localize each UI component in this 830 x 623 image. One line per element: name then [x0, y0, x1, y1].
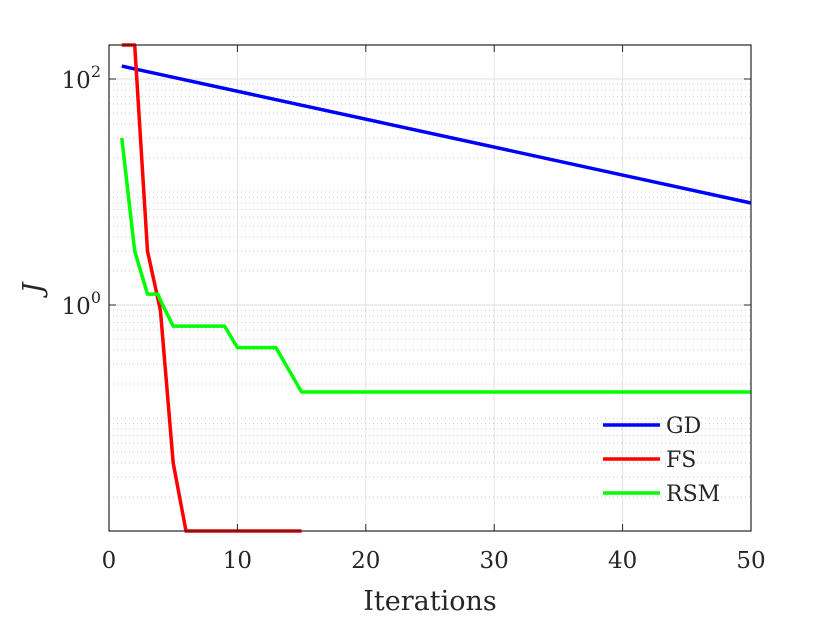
- grid-lines: [109, 45, 751, 531]
- plot-frame: [108, 44, 752, 532]
- series-line-gd: [121, 64, 752, 205]
- x-tick-label: 50: [736, 548, 765, 574]
- x-tick-label: 30: [480, 548, 509, 574]
- legend-label-gd: GD: [666, 414, 701, 439]
- plot-area: [109, 45, 751, 531]
- legend: GD FS RSM: [603, 414, 720, 507]
- x-tick-label: 40: [608, 548, 637, 574]
- y-tick-label: 102: [62, 62, 101, 94]
- x-axis-label: Iterations: [363, 586, 496, 617]
- x-tick-label: 20: [351, 548, 380, 574]
- y-axis-label: J: [18, 280, 49, 298]
- legend-label-fs: FS: [666, 448, 696, 473]
- series-line-rsm: [120, 137, 751, 394]
- legend-label-rsm: RSM: [666, 482, 720, 507]
- y-tick-label: 100: [62, 288, 101, 320]
- x-tick-label: 10: [223, 548, 252, 574]
- x-tick-label: 0: [102, 548, 117, 574]
- axis-ticks: 0 10 20 30 40 50 102 100: [62, 45, 766, 574]
